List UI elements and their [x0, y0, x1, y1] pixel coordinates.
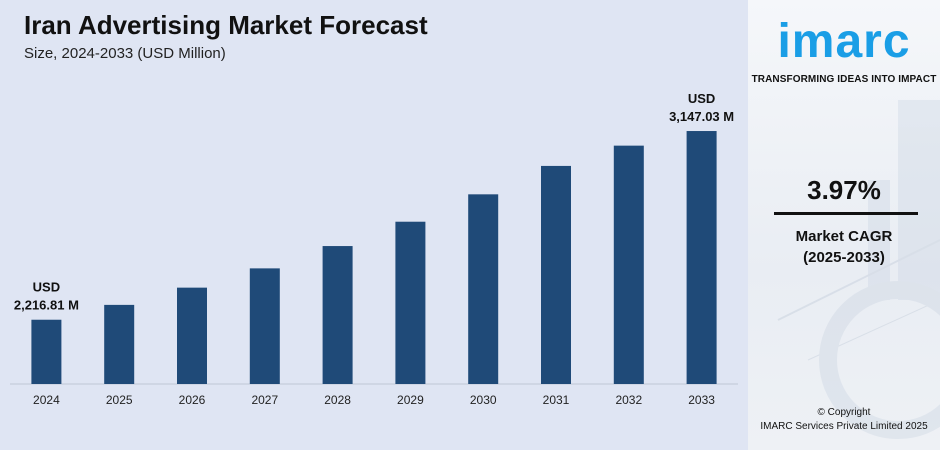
bar-2031: [541, 165, 571, 384]
chart-subtitle: Size, 2024-2033 (USD Million): [24, 45, 226, 62]
bar-2029: [395, 221, 426, 384]
logo-wordmark: imarc: [777, 15, 911, 68]
x-tick-label: 2030: [470, 393, 497, 407]
copyright: © Copyright IMARC Services Private Limit…: [748, 406, 940, 434]
cagr-label: Market CAGR (2025-2033): [748, 226, 940, 268]
x-tick-label: 2032: [615, 393, 642, 407]
bar-2025: [104, 304, 135, 384]
data-label-2024-line1: USD: [33, 280, 60, 295]
chart-panel: Iran Advertising Market Forecast Size, 2…: [10, 10, 738, 407]
x-tick-label: 2024: [33, 393, 60, 407]
cagr-label-line1: Market CAGR: [795, 228, 893, 245]
x-tick-label: 2029: [397, 393, 424, 407]
bar-2026: [177, 287, 207, 384]
x-tick-label: 2026: [179, 393, 206, 407]
copyright-line2: IMARC Services Private Limited 2025: [760, 421, 928, 432]
chart-title: Iran Advertising Market Forecast: [24, 10, 428, 40]
bar-2028: [322, 246, 353, 384]
x-tick-label: 2028: [324, 393, 351, 407]
background-chart-decoration: [777, 100, 940, 439]
bar-2027: [249, 268, 280, 384]
x-tick-label: 2027: [251, 393, 278, 407]
imarc-logo: imarc TRANSFORMING IDEAS INTO IMPACT: [748, 15, 940, 86]
copyright-line1: © Copyright: [817, 407, 871, 418]
bar-chart: 2024 2025 2026 2027 2028 2029 2030 2031 2032 2033…: [10, 91, 738, 407]
side-panel: imarc TRANSFORMING IDEAS INTO IMPACT 3.9…: [748, 0, 940, 450]
cagr-divider: [774, 212, 918, 215]
x-tick-label: 2031: [543, 393, 570, 407]
x-tick-label: 2033: [688, 393, 715, 407]
bar-2033: [686, 131, 717, 384]
bar-2024: [31, 319, 62, 384]
cagr-value: 3.97%: [807, 175, 881, 205]
x-tick-label: 2025: [106, 393, 133, 407]
data-label-2024-line2: 2,216.81 M: [14, 298, 79, 313]
data-label-2033-line1: USD: [688, 91, 715, 106]
bar-2030: [468, 194, 499, 384]
cagr-label-line2: (2025-2033): [803, 249, 885, 266]
data-label-2033-line2: 3,147.03 M: [669, 109, 734, 124]
bar-2032: [613, 145, 644, 384]
logo-tagline: TRANSFORMING IDEAS INTO IMPACT: [751, 74, 937, 85]
